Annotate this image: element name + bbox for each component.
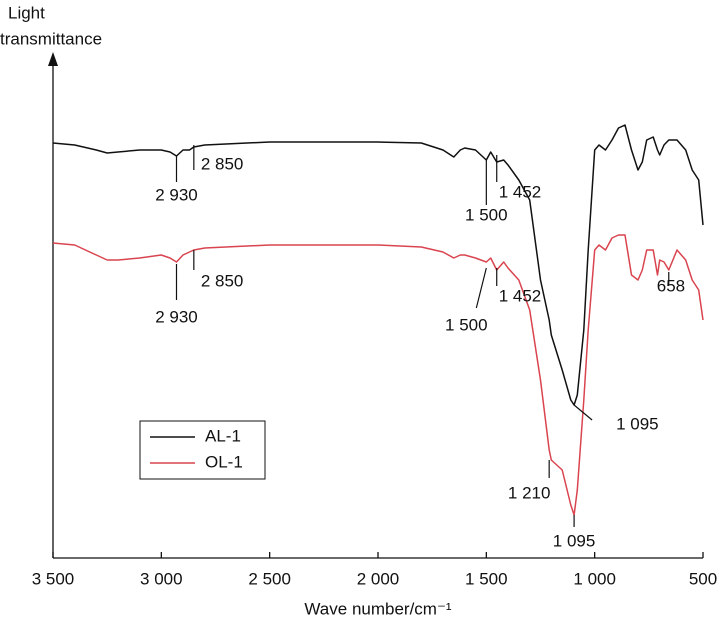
annotation: 1 095 [616,414,659,433]
x-axis-label: Wave number/cm⁻¹ [304,599,452,618]
x-tick-label: 1 500 [465,569,508,588]
annotation: 1 500 [445,315,488,334]
legend-label: OL-1 [205,452,243,471]
annotation: 2 930 [155,307,198,326]
y-axis-label: Light [8,3,45,22]
y-axis-arrow [48,52,58,66]
annotation: 2 850 [201,154,244,173]
x-tick-label: 500 [689,569,717,588]
annotation: 1 500 [465,205,508,224]
x-tick-label: 3 500 [32,569,75,588]
legend-box [139,420,266,480]
x-tick-label: 2 500 [248,569,291,588]
line-series [52,234,704,516]
annotation: 1 095 [553,531,596,550]
x-tick-label: 1 000 [573,569,616,588]
x-tick-label: 2 000 [357,569,400,588]
line-series [52,124,704,406]
legend-label: AL-1 [205,426,241,445]
annotation: 2 930 [155,185,198,204]
x-tick-label: 3 000 [140,569,183,588]
annotation: 1 452 [499,182,542,201]
annotation: 1 210 [508,483,551,502]
annotation-leader [475,267,487,309]
y-axis-label: transmittance [0,29,102,48]
annotation: 658 [657,276,685,295]
annotation: 2 850 [201,271,244,290]
annotation: 1 452 [499,286,542,305]
annotation-leader [573,404,593,421]
